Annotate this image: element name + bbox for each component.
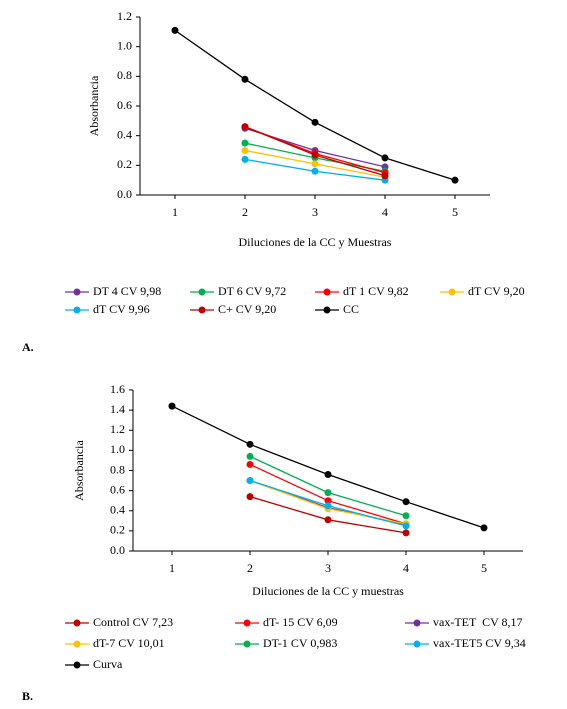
- data-point: [311, 118, 319, 126]
- legend-label: dT-7 CV 10,01: [93, 636, 165, 650]
- panel-label: A.: [22, 340, 34, 354]
- data-point: [311, 160, 319, 168]
- x-tick-label: 2: [247, 561, 253, 575]
- y-tick-label: 0.6: [110, 482, 125, 496]
- legend-label: Curva: [93, 657, 123, 671]
- legend-marker: [73, 619, 81, 627]
- x-tick-label: 1: [172, 205, 178, 219]
- data-point: [311, 151, 319, 159]
- x-tick-label: 5: [452, 205, 458, 219]
- data-point: [324, 489, 332, 497]
- data-point: [241, 147, 249, 154]
- y-tick-label: 0.2: [117, 157, 132, 171]
- legend-marker: [73, 288, 81, 296]
- y-tick-label: 1.2: [117, 9, 132, 23]
- y-tick-label: 0.2: [110, 523, 125, 537]
- legend-marker: [73, 661, 81, 669]
- x-tick-label: 5: [481, 561, 487, 575]
- x-tick-label: 4: [382, 205, 388, 219]
- legend-label: vax-TET CV 8,17: [433, 615, 523, 629]
- legend-marker: [413, 619, 421, 627]
- legend-label: DT-1 CV 0,983: [263, 636, 337, 650]
- data-point: [324, 502, 332, 510]
- legend-marker: [243, 640, 251, 648]
- data-point: [241, 75, 249, 83]
- legend-label: dT CV 9,96: [93, 302, 150, 316]
- x-tick-label: 4: [403, 561, 409, 575]
- x-tick-label: 3: [312, 205, 318, 219]
- data-point: [402, 512, 410, 520]
- legend-marker: [323, 288, 331, 296]
- data-point: [381, 154, 389, 162]
- data-point: [324, 497, 332, 505]
- legend-label: dT CV 9,20: [468, 284, 525, 298]
- y-tick-label: 1.4: [110, 402, 125, 416]
- x-tick-label: 1: [169, 561, 175, 575]
- y-axis-label: Absorbancia: [87, 75, 101, 136]
- y-tick-label: 0.8: [117, 68, 132, 82]
- x-axis-label: Diluciones de la CC y muestras: [252, 584, 404, 598]
- data-point: [402, 522, 410, 530]
- legend-label: vax-TET5 CV 9,34: [433, 636, 526, 650]
- legend-label: dT 1 CV 9,82: [343, 284, 409, 298]
- y-tick-label: 1.0: [110, 442, 125, 456]
- legend-marker: [323, 306, 331, 314]
- legend-marker: [243, 619, 251, 627]
- data-point: [402, 529, 410, 537]
- legend-marker: [413, 640, 421, 648]
- legend-marker: [198, 306, 206, 314]
- y-tick-label: 1.0: [117, 38, 132, 52]
- data-point: [171, 26, 179, 34]
- data-point: [246, 460, 254, 468]
- data-point: [402, 498, 410, 506]
- data-point: [451, 176, 459, 184]
- x-tick-label: 2: [242, 205, 248, 219]
- legend-label: dT- 15 CV 6,09: [263, 615, 338, 629]
- x-tick-label: 3: [325, 561, 331, 575]
- legend-label: DT 6 CV 9,72: [218, 284, 286, 298]
- y-tick-label: 1.6: [110, 382, 125, 396]
- data-point: [246, 452, 254, 460]
- x-axis-label: Diluciones de la CC y Muestras: [239, 235, 392, 249]
- legend-marker: [448, 288, 456, 296]
- data-point: [324, 516, 332, 524]
- y-axis-label: Absorbancia: [72, 440, 86, 501]
- legend-label: Control CV 7,23: [93, 615, 173, 629]
- data-point: [241, 123, 249, 131]
- y-tick-label: 0.4: [117, 127, 132, 141]
- legend-marker: [73, 306, 81, 314]
- legend-marker: [73, 640, 81, 648]
- y-tick-label: 0.8: [110, 462, 125, 476]
- legend-label: C+ CV 9,20: [218, 302, 276, 316]
- y-tick-label: 1.2: [110, 422, 125, 436]
- panel-label: B.: [22, 689, 33, 703]
- data-point: [381, 172, 389, 180]
- y-tick-label: 0.4: [110, 503, 125, 517]
- legend-label: CC: [343, 302, 359, 316]
- data-point: [480, 524, 488, 532]
- data-point: [311, 167, 319, 175]
- data-point: [324, 471, 332, 479]
- y-tick-label: 0.0: [110, 543, 125, 557]
- data-point: [241, 139, 249, 147]
- y-tick-label: 0.0: [117, 187, 132, 201]
- data-point: [246, 493, 254, 501]
- y-tick-label: 0.6: [117, 98, 132, 112]
- legend-label: DT 4 CV 9,98: [93, 284, 161, 298]
- legend-marker: [198, 288, 206, 296]
- data-point: [241, 155, 249, 163]
- data-point: [246, 440, 254, 448]
- data-point: [246, 477, 254, 485]
- data-point: [168, 402, 176, 410]
